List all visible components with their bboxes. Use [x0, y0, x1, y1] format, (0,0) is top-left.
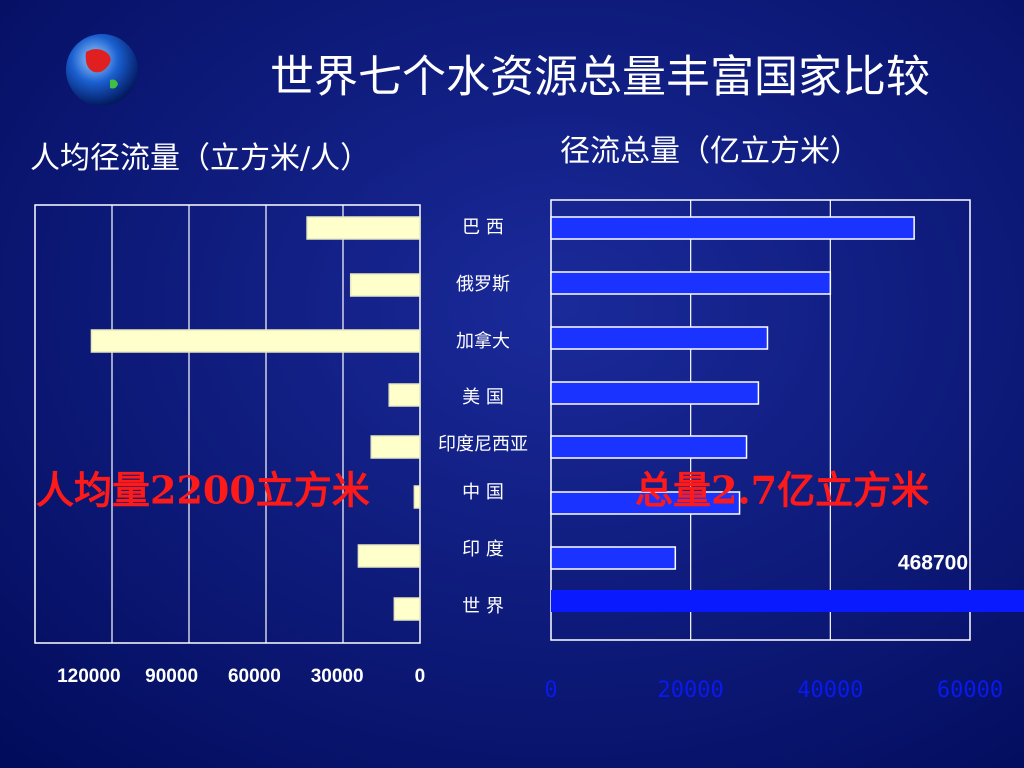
x-tick-label: 40000 — [797, 678, 863, 703]
bar — [550, 546, 677, 570]
category-label: 加拿大 — [456, 330, 510, 352]
x-tick-label: 60000 — [937, 678, 1003, 703]
x-tick-label: 0 — [544, 678, 557, 703]
bar — [551, 590, 1024, 612]
bar — [550, 216, 915, 240]
left-chart-title: 人均径流量（立方米/人） — [30, 141, 370, 176]
category-label: 美 国 — [462, 387, 504, 408]
bar — [550, 271, 832, 295]
category-label: 巴 西 — [462, 217, 504, 238]
x-tick-label: 0 — [415, 666, 426, 687]
x-tick-label: 120000 — [57, 666, 120, 687]
category-label: 俄罗斯 — [456, 274, 510, 295]
left-plot-frame — [34, 204, 421, 644]
category-label: 印 度 — [462, 539, 504, 560]
x-tick-label: 20000 — [658, 678, 724, 703]
data-label: 468700 — [898, 552, 968, 575]
bar — [306, 216, 421, 240]
bar — [388, 383, 421, 407]
annotation: 人均量2200立方米 — [36, 468, 370, 513]
bar — [550, 491, 741, 515]
x-tick-label: 60000 — [228, 666, 281, 687]
bar — [90, 329, 421, 353]
bar — [370, 435, 421, 459]
slide-title: 世界七个水资源总量丰富国家比较 — [270, 52, 930, 103]
right-plot-frame — [550, 199, 971, 641]
category-label: 世 界 — [462, 596, 504, 617]
bar — [550, 435, 748, 459]
bar — [413, 485, 421, 509]
annotation: 总量2.7亿立方米 — [635, 468, 929, 513]
right-chart-title: 径流总量（亿立方米） — [560, 134, 860, 169]
bar — [550, 381, 760, 405]
bar — [357, 544, 421, 568]
category-label: 印度尼西亚 — [438, 434, 528, 455]
bar — [349, 273, 421, 297]
category-label: 中 国 — [462, 482, 504, 503]
bar — [393, 597, 421, 621]
x-tick-label: 90000 — [145, 666, 198, 687]
bar — [550, 326, 769, 350]
globe-icon — [66, 34, 138, 106]
x-tick-label: 30000 — [311, 666, 364, 687]
